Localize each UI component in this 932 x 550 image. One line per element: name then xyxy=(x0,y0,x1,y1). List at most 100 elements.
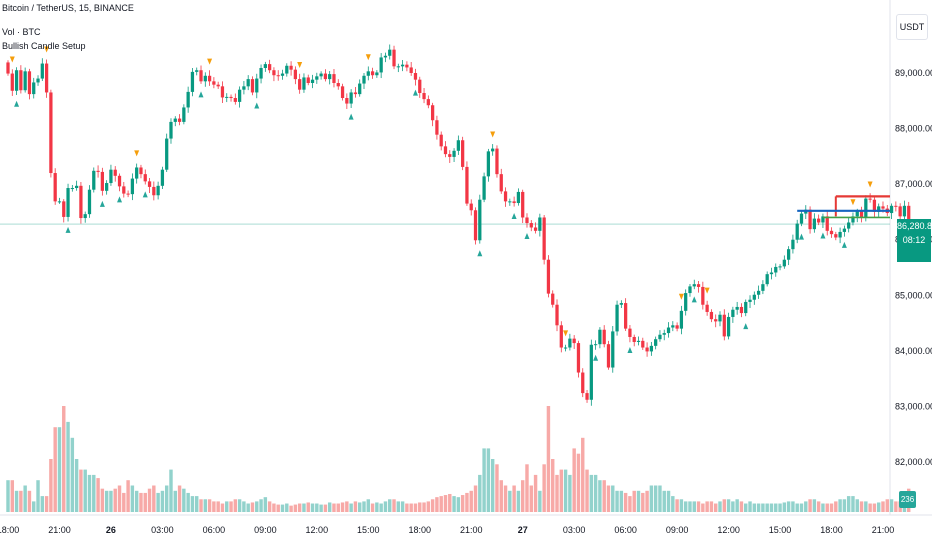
candle-body xyxy=(881,206,885,209)
volume-bar xyxy=(233,499,238,512)
candle-body xyxy=(791,239,795,250)
x-tick-label: 09:00 xyxy=(254,525,277,535)
volume-bar xyxy=(778,503,782,512)
indicator-legend[interactable]: Bullish Candle Setup xyxy=(2,41,86,51)
volume-bar xyxy=(315,503,319,512)
volume-bar xyxy=(53,427,57,512)
current-price-tag: 86,280.87 08:12 xyxy=(897,219,932,262)
x-tick-label: 03:00 xyxy=(563,525,586,535)
candle-body xyxy=(130,178,135,195)
candle-body xyxy=(392,49,396,67)
volume-bar xyxy=(250,502,255,512)
volume-bar xyxy=(752,503,757,512)
candle-body xyxy=(66,188,70,217)
volume-bar xyxy=(846,496,851,512)
volume-bar xyxy=(559,469,564,512)
volume-bar xyxy=(10,480,15,512)
volume-bar xyxy=(739,501,744,512)
volume-bar xyxy=(469,490,473,512)
volume-bar xyxy=(400,501,405,512)
candle-body xyxy=(821,216,825,223)
volume-bar xyxy=(332,503,336,512)
volume-bar xyxy=(388,499,392,512)
candle-body xyxy=(70,188,74,190)
bullish-setup-marker xyxy=(254,102,260,109)
candle-body xyxy=(53,173,57,202)
candle-body xyxy=(829,230,834,235)
volume-bar xyxy=(581,437,585,512)
x-tick-label: 09:00 xyxy=(666,525,689,535)
candle-body xyxy=(400,64,405,67)
bullish-setup-marker xyxy=(524,233,530,240)
candle-body xyxy=(641,340,645,348)
volume-bar xyxy=(280,504,285,512)
y-tick-label: 87,000.00 xyxy=(895,179,932,189)
volume-bar xyxy=(225,501,229,512)
candle-body xyxy=(366,71,370,76)
volume-bar xyxy=(143,492,147,512)
volume-bar xyxy=(160,490,165,512)
volume-bar xyxy=(551,459,555,512)
bearish-setup-marker xyxy=(134,150,140,157)
volume-bar xyxy=(14,490,19,512)
candle-body xyxy=(345,98,349,104)
candle-body xyxy=(499,174,503,192)
volume-legend[interactable]: Vol · BTC xyxy=(2,27,41,37)
volume-bar xyxy=(32,501,36,512)
volume-bar xyxy=(173,490,177,512)
candle-body xyxy=(533,227,538,231)
candle-body xyxy=(636,340,641,342)
volume-bar xyxy=(512,485,516,512)
currency-unit-button[interactable]: USDT xyxy=(896,14,928,40)
volume-bar xyxy=(379,503,383,512)
candle-body xyxy=(705,304,709,312)
volume-bar xyxy=(199,499,203,512)
x-tick-label: 18:00 xyxy=(408,525,431,535)
volume-bar xyxy=(804,501,808,512)
bearish-setup-marker xyxy=(678,293,684,300)
volume-bar xyxy=(829,503,834,512)
candle-body xyxy=(688,286,692,294)
chart-title[interactable]: Bitcoin / TetherUS, 15, BINANCE xyxy=(2,3,134,13)
volume-bar xyxy=(542,464,546,512)
bearish-setup-marker xyxy=(297,61,303,68)
bullish-setup-marker xyxy=(593,354,599,361)
candle-body xyxy=(100,171,104,191)
candle-body xyxy=(268,64,272,71)
volume-bar xyxy=(229,501,233,512)
candle-body xyxy=(413,73,418,80)
volume-bar xyxy=(855,499,859,512)
candle-body xyxy=(216,84,220,87)
volume-bar xyxy=(525,464,529,512)
volume-bar xyxy=(156,492,160,512)
candle-body xyxy=(529,223,533,228)
volume-bar xyxy=(495,464,499,512)
candle-body xyxy=(448,154,452,157)
candle-body xyxy=(551,293,555,305)
bullish-setup-marker xyxy=(198,91,204,98)
candle-body xyxy=(473,210,478,241)
candle-body xyxy=(692,284,696,287)
candle-body xyxy=(872,199,877,212)
volume-bar xyxy=(370,503,375,512)
candle-body xyxy=(259,67,263,79)
volume-bar xyxy=(679,499,684,512)
volume-bar xyxy=(572,448,576,512)
candle-body xyxy=(126,193,130,195)
candle-body xyxy=(122,186,126,194)
candle-body xyxy=(769,272,774,275)
candle-body xyxy=(868,198,872,200)
candle-body xyxy=(851,216,855,223)
volume-bar xyxy=(859,501,864,512)
volume-bar xyxy=(375,502,379,512)
volume-bar xyxy=(731,501,735,512)
bullish-setup-marker xyxy=(412,89,418,96)
candle-body xyxy=(782,259,786,267)
candle-body xyxy=(23,71,27,91)
volume-bar xyxy=(452,496,456,512)
candle-body xyxy=(27,71,32,95)
candle-body xyxy=(825,216,829,231)
volume-bar xyxy=(563,469,568,512)
bearish-setup-marker xyxy=(850,199,856,206)
